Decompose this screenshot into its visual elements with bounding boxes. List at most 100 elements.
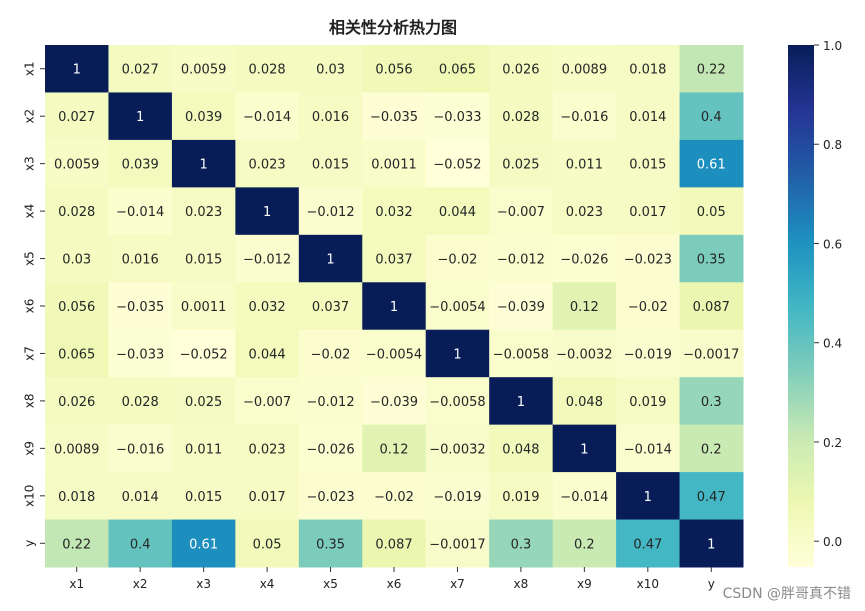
heatmap-cell bbox=[489, 424, 554, 473]
heatmap-cell bbox=[552, 45, 617, 93]
heatmap-cell bbox=[235, 282, 300, 331]
heatmap-cell bbox=[362, 187, 427, 236]
cell-value-label: 0.015 bbox=[629, 158, 666, 173]
cell-value-label: 0.61 bbox=[189, 537, 218, 552]
cell-value-label: 0.087 bbox=[375, 537, 412, 552]
cell-value-label: −0.039 bbox=[497, 300, 545, 315]
cell-value-label: −0.014 bbox=[560, 490, 608, 505]
cell-value-label: 0.039 bbox=[185, 110, 222, 125]
heatmap-cell bbox=[298, 424, 363, 473]
heatmap-cell bbox=[235, 187, 300, 236]
cell-value-label: −0.019 bbox=[433, 490, 481, 505]
cell-value-label: 0.023 bbox=[248, 158, 285, 173]
heatmap-cell bbox=[616, 139, 681, 188]
cell-value-label: 0.03 bbox=[316, 63, 345, 78]
heatmap-cell bbox=[362, 519, 427, 568]
cell-value-label: −0.023 bbox=[306, 490, 354, 505]
cell-value-label: 0.22 bbox=[62, 537, 91, 552]
cell-value-label: −0.02 bbox=[374, 490, 414, 505]
cell-value-label: −0.026 bbox=[560, 253, 608, 268]
heatmap-cell bbox=[45, 282, 109, 331]
cell-value-label: 0.0011 bbox=[371, 158, 417, 173]
y-tick-label: x2 bbox=[23, 109, 37, 124]
x-axis-tick-labels: x1 x2 x3 x4 x5 x6 x7 x8 x9 x10 y bbox=[69, 567, 715, 591]
y-tick-label: x5 bbox=[23, 251, 37, 266]
heatmap-cell bbox=[679, 187, 744, 236]
cell-value-label: 0.026 bbox=[502, 63, 539, 78]
cell-value-label: 0.22 bbox=[697, 63, 726, 78]
cell-value-label: −0.035 bbox=[370, 110, 418, 125]
cell-value-label: 0.039 bbox=[122, 158, 159, 173]
cell-value-label: 0.011 bbox=[185, 442, 222, 457]
heatmap-cell bbox=[489, 472, 554, 521]
heatmap-cell bbox=[679, 45, 744, 93]
cell-value-label: 0.4 bbox=[130, 537, 151, 552]
cell-value-label: −0.023 bbox=[624, 253, 672, 268]
cell-value-label: −0.012 bbox=[306, 205, 354, 220]
cell-value-label: 0.028 bbox=[502, 110, 539, 125]
cell-value-label: −0.0054 bbox=[429, 300, 485, 315]
cell-value-label: 0.35 bbox=[316, 537, 345, 552]
cell-value-label: 0.044 bbox=[248, 347, 285, 362]
x-tick-label: x3 bbox=[196, 577, 211, 591]
heatmap-cell bbox=[108, 424, 173, 473]
cell-value-label: 0.018 bbox=[629, 63, 666, 78]
heatmap-cell bbox=[616, 282, 681, 331]
heatmap-cell bbox=[108, 472, 173, 521]
cell-value-label: −0.0017 bbox=[429, 537, 485, 552]
cell-value-label: 0.026 bbox=[58, 395, 95, 410]
cell-value-label: 0.011 bbox=[566, 158, 603, 173]
cell-value-label: −0.052 bbox=[180, 347, 228, 362]
cell-value-label: 0.048 bbox=[566, 395, 603, 410]
cell-value-label: 0.025 bbox=[502, 158, 539, 173]
heatmap-cell bbox=[235, 92, 300, 141]
heatmap-cell bbox=[552, 424, 617, 473]
cell-value-label: 0.47 bbox=[697, 490, 726, 505]
cell-value-label: 0.47 bbox=[633, 537, 662, 552]
heatmap-cell bbox=[298, 519, 363, 568]
y-axis-tick-labels: x1 x2 x3 x4 x5 x6 x7 x8 x9 x10 y bbox=[23, 61, 45, 547]
heatmap-cell bbox=[489, 139, 554, 188]
heatmap-cell bbox=[362, 45, 427, 93]
heatmap-cell bbox=[679, 329, 744, 378]
chart-title: 相关性分析热力图 bbox=[329, 18, 457, 37]
heatmap-cells: 1 0.027 0.0059 0.028 0.03 0.056 0.065 0.026 0.00… bbox=[45, 45, 744, 568]
cell-value-label: −0.0017 bbox=[683, 347, 739, 362]
heatmap-cell bbox=[425, 45, 490, 93]
cell-value-label: 1 bbox=[136, 110, 144, 125]
cell-value-label: 0.028 bbox=[58, 205, 95, 220]
heatmap-cell bbox=[298, 45, 363, 93]
heatmap-cell bbox=[108, 377, 173, 426]
heatmap-cell bbox=[235, 329, 300, 378]
heatmap-cell bbox=[362, 329, 427, 378]
heatmap-cell bbox=[552, 377, 617, 426]
colorbar: 0.0 0.2 0.4 0.6 0.8 1.0 bbox=[788, 39, 842, 567]
cell-value-label: −0.016 bbox=[116, 442, 164, 457]
heatmap-cell bbox=[171, 519, 236, 568]
heatmap-cell bbox=[679, 234, 744, 283]
heatmap-cell bbox=[108, 519, 173, 568]
cell-value-label: 0.037 bbox=[312, 300, 349, 315]
cell-value-label: −0.035 bbox=[116, 300, 164, 315]
cell-value-label: 1 bbox=[263, 205, 271, 220]
cell-value-label: −0.014 bbox=[243, 110, 291, 125]
heatmap-cell bbox=[552, 282, 617, 331]
cell-value-label: 0.025 bbox=[185, 395, 222, 410]
heatmap-cell bbox=[552, 472, 617, 521]
cell-value-label: 0.017 bbox=[629, 205, 666, 220]
x-tick-label: x8 bbox=[514, 577, 529, 591]
cell-value-label: 0.027 bbox=[58, 110, 95, 125]
cell-value-label: 0.065 bbox=[439, 63, 476, 78]
heatmap-cell bbox=[679, 282, 744, 331]
cell-value-label: 0.019 bbox=[502, 490, 539, 505]
heatmap-cell bbox=[298, 92, 363, 141]
heatmap-cell bbox=[552, 92, 617, 141]
heatmap-cell bbox=[679, 424, 744, 473]
cell-value-label: 0.0011 bbox=[181, 300, 227, 315]
cell-value-label: 0.2 bbox=[701, 442, 722, 457]
heatmap-cell bbox=[45, 329, 109, 378]
cell-value-label: 0.0059 bbox=[181, 63, 227, 78]
cell-value-label: −0.026 bbox=[306, 442, 354, 457]
heatmap-cell bbox=[362, 472, 427, 521]
heatmap-cell bbox=[552, 329, 617, 378]
